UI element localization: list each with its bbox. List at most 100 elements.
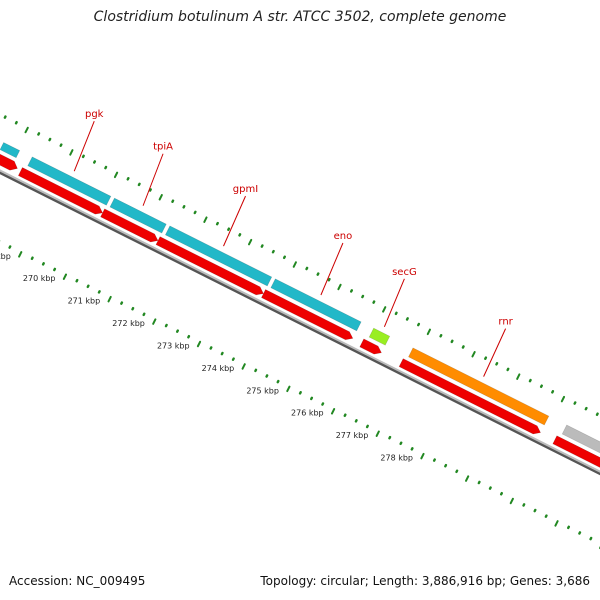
genome-title: Clostridium botulinum A str. ATCC 3502, … [93,9,507,25]
minor-tick [573,401,577,405]
minor-tick [567,525,571,530]
minor-tick [551,390,555,394]
minor-tick [499,491,503,496]
minor-tick [461,345,465,349]
minor-tick [584,406,588,411]
genome-backbone [0,169,600,476]
major-tick [375,430,380,437]
callout-line-secG [383,278,405,328]
major-tick [18,251,23,258]
major-tick [560,395,566,403]
kbp-label: 274 kbp [202,364,235,373]
major-tick [203,216,208,223]
cds-unlabeled [552,435,600,468]
major-tick [196,340,202,348]
minor-tick [578,531,582,535]
minor-tick [97,290,101,294]
minor-tick [53,267,57,272]
major-tick [471,351,476,358]
minor-tick [3,115,7,119]
gene-secG [368,327,391,346]
gene-partial-cyan [0,142,21,159]
outer-tick-ring [3,115,599,417]
minor-tick [305,266,309,271]
minor-tick [361,294,365,299]
minor-tick [595,412,599,417]
minor-tick [59,143,63,147]
callout-line-rnr [483,328,507,377]
major-tick [286,385,291,393]
major-tick [509,497,514,505]
minor-tick [37,132,41,136]
kbp-label: 272 kbp [112,319,145,328]
kbp-scale: 269 kbp 270 kbp 271 kbp 272 kbp 273 kbp 274 k… [0,252,413,463]
major-tick [465,475,470,482]
minor-tick [444,463,448,468]
minor-tick [182,205,186,209]
minor-tick [321,402,325,406]
minor-tick [209,346,213,350]
minor-tick [310,396,314,401]
callout-line-pgk [73,121,95,172]
minor-tick [104,165,108,170]
minor-tick [372,300,376,304]
minor-tick [282,255,286,260]
kbp-label: 275 kbp [246,386,279,395]
gene-features [0,142,600,468]
major-tick [554,520,559,527]
minor-tick [450,339,454,344]
minor-tick [193,210,197,215]
minor-tick [298,391,302,395]
accession-text: Accession: NC_009495 [9,574,146,588]
minor-tick [175,329,179,333]
major-tick [241,363,246,370]
cds-gpmI [155,236,264,296]
callout-line-tpiA [142,153,164,206]
minor-tick [265,374,269,378]
gene-tpiA [109,197,167,234]
cds-secG [359,338,382,355]
minor-tick [495,362,499,366]
cds-pgk [17,167,104,215]
minor-tick [276,379,280,384]
cds-eno [261,289,354,341]
minor-tick [399,441,403,446]
minor-tick [81,154,85,159]
minor-tick [316,272,320,276]
major-tick [158,194,163,201]
kbp-label: 273 kbp [157,341,190,350]
major-tick [330,408,336,415]
kbp-label: 271 kbp [68,297,101,306]
major-tick [382,306,387,313]
minor-tick [260,244,264,248]
minor-tick [142,312,146,317]
minor-tick [343,413,347,418]
minor-tick [238,233,242,237]
minor-tick [350,289,353,293]
cds-partial [0,153,18,171]
minor-tick [327,277,331,282]
minor-tick [254,368,258,373]
kbp-label: 277 kbp [336,431,369,440]
minor-tick [432,458,436,462]
minor-tick [231,357,235,361]
gene-eno [270,278,362,332]
major-tick [62,273,68,280]
backbone-line-dark [0,169,600,476]
minor-tick [405,317,409,321]
minor-tick [120,301,124,305]
minor-tick [93,160,97,164]
minor-tick [365,424,369,429]
major-tick [152,318,157,325]
minor-tick [484,356,488,360]
gene-callouts: pgk tpiA gpmI eno secG rnr [73,109,514,377]
gene-label-rnr: rnr [498,317,513,328]
callout-line-eno [320,242,344,296]
major-tick [426,328,432,336]
minor-tick [227,227,231,232]
minor-tick [8,245,12,249]
minor-tick [488,486,492,490]
gene-gpmI [164,225,273,287]
minor-tick [533,508,537,513]
